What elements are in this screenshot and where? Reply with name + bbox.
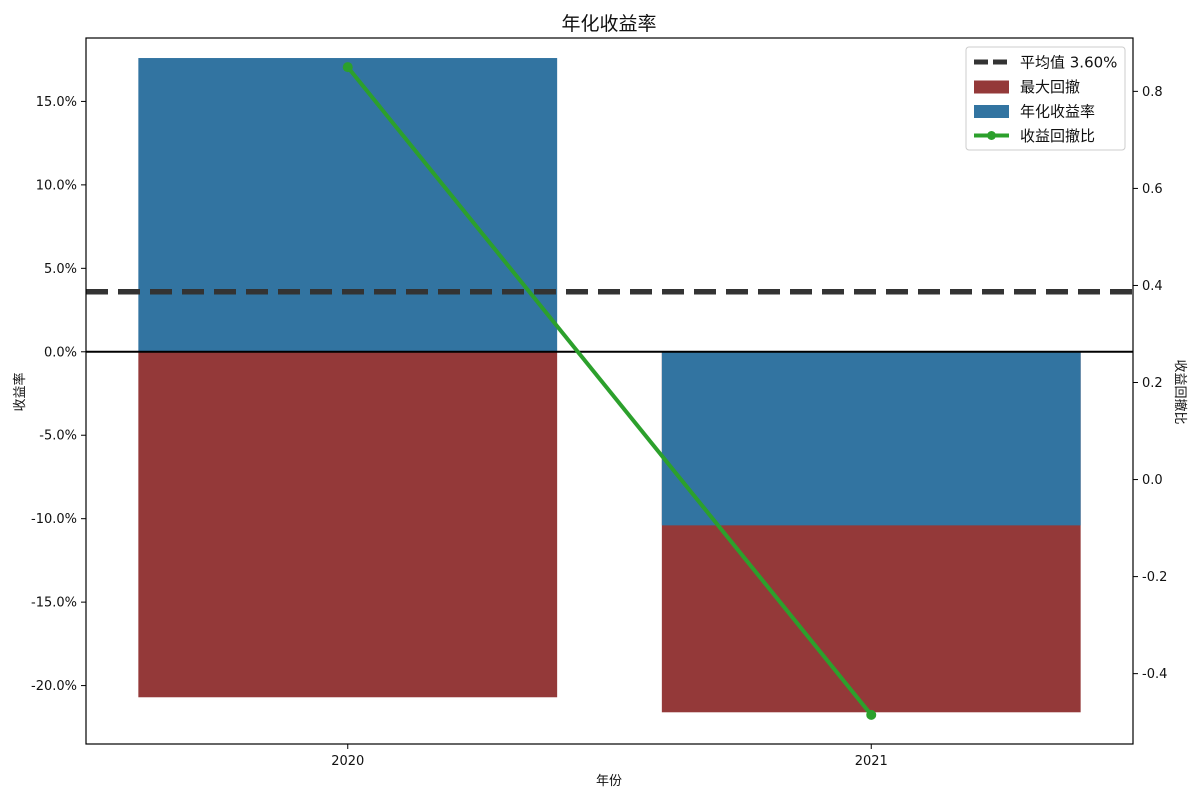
legend-item-max-drawdown: 最大回撤 — [974, 78, 1080, 96]
y-tick-label: -5.0% — [39, 429, 77, 444]
legend-label: 最大回撤 — [1020, 78, 1080, 96]
point-return-drawdown-ratio-2020 — [342, 62, 353, 73]
x-tick-label: 2020 — [331, 754, 364, 769]
point-return-drawdown-ratio-2021 — [866, 709, 877, 720]
line-series-layer — [342, 62, 877, 720]
y-tick-label: -20.0% — [31, 679, 77, 694]
reference-line-layer — [86, 288, 1133, 353]
bar-annual-return-2021 — [661, 351, 1081, 526]
bars-layer — [138, 58, 1081, 713]
ticks-layer: 15.0% 10.0% 5.0% 0.0% -5.0% -10.0% -15.0% -20.0… — [31, 85, 1167, 769]
legend-swatch-marker — [987, 131, 996, 140]
legend-swatch-patch — [974, 80, 1009, 94]
y2-tick-label: -0.2 — [1142, 570, 1167, 585]
legend-box — [965, 46, 1126, 151]
bar-max-drawdown-2020 — [138, 351, 558, 698]
legend-label: 收益回撤比 — [1020, 127, 1095, 145]
axes-layer — [85, 37, 1134, 745]
legend-swatch-patch — [974, 105, 1009, 118]
legend-item-mean: 平均值 3.60% — [974, 54, 1117, 72]
legend-label: 年化收益率 — [1020, 103, 1095, 121]
y2-axis-label: 收益回撤比 — [1172, 359, 1188, 424]
y-tick-label: 10.0% — [36, 178, 77, 193]
y-tick-label: -15.0% — [31, 596, 77, 611]
y-tick-label: 15.0% — [36, 95, 77, 110]
line-return-drawdown-ratio — [346, 65, 873, 717]
y-tick-label: -10.0% — [31, 512, 77, 527]
plot-frame — [85, 37, 1134, 745]
x-axis-label: 年份 — [596, 774, 622, 789]
bar-annual-return-2020 — [138, 58, 558, 352]
x-tick-label: 2021 — [855, 754, 888, 769]
y-tick-label: 0.0% — [44, 345, 77, 360]
legend-item-ratio: 收益回撤比 — [974, 127, 1095, 145]
y2-tick-label: 0.0 — [1142, 473, 1163, 488]
y-axis-label: 收益率 — [12, 372, 28, 411]
y-tick-label: 5.0% — [44, 262, 77, 277]
y2-tick-label: 0.2 — [1142, 376, 1163, 391]
y2-tick-label: -0.4 — [1142, 667, 1167, 682]
y2-tick-label: 0.4 — [1142, 279, 1163, 294]
y2-tick-label: 0.6 — [1142, 182, 1163, 197]
y2-tick-label: 0.8 — [1142, 85, 1163, 100]
chart-title: 年化收益率 — [561, 13, 656, 35]
legend-item-annual-return: 年化收益率 — [974, 103, 1095, 121]
legend-label: 平均值 3.60% — [1020, 54, 1117, 72]
